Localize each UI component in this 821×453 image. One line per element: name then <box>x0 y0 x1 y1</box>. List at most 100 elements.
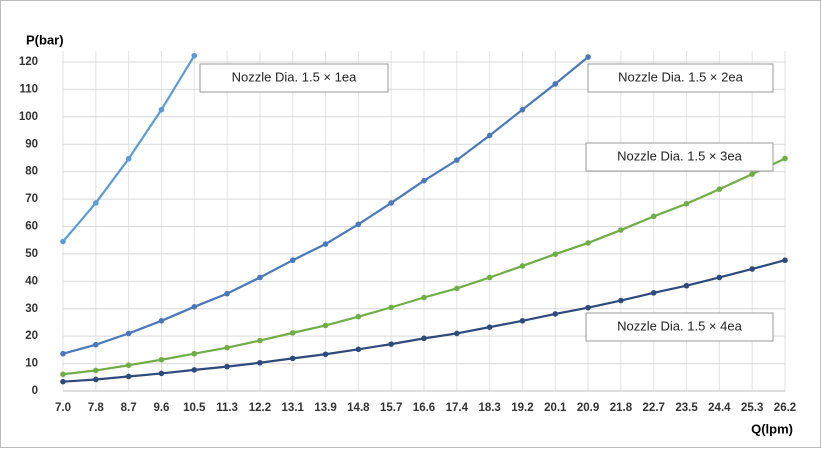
data-point <box>257 337 263 344</box>
data-point <box>355 313 362 320</box>
data-point <box>749 171 755 177</box>
legend-box <box>587 63 774 93</box>
data-point <box>60 238 66 245</box>
data-point <box>289 355 296 362</box>
data-point <box>388 200 394 206</box>
y-tick-label: 50 <box>25 248 38 260</box>
data-point <box>158 370 165 377</box>
x-tick-label: 8.7 <box>121 402 137 414</box>
x-tick-label: 14.8 <box>347 402 370 414</box>
data-point <box>60 350 66 357</box>
data-point <box>519 106 526 113</box>
y-tick-label: 20 <box>25 330 38 342</box>
y-tick-label: 40 <box>25 275 38 287</box>
data-point <box>421 177 427 184</box>
data-point <box>158 356 165 363</box>
data-point <box>224 290 230 297</box>
x-tick-label: 16.6 <box>413 402 435 414</box>
y-axis-title: P(bar) <box>26 32 64 47</box>
data-point <box>552 251 559 257</box>
x-tick-label: 10.5 <box>183 402 206 414</box>
data-point <box>158 106 165 113</box>
data-point <box>93 376 99 383</box>
data-point <box>322 322 329 329</box>
data-point <box>782 257 788 264</box>
data-point <box>125 155 132 162</box>
x-tick-label: 18.3 <box>478 402 500 414</box>
data-point <box>158 318 165 324</box>
data-point <box>322 241 329 247</box>
data-point <box>454 157 460 163</box>
x-tick-label: 13.9 <box>314 402 336 414</box>
legend-box <box>585 312 774 342</box>
y-tick-label: 110 <box>19 83 38 95</box>
y-tick-label: 60 <box>25 221 38 233</box>
data-point <box>191 350 198 357</box>
data-point <box>486 324 493 330</box>
y-tick-label: 90 <box>25 138 38 150</box>
x-tick-label: 22.7 <box>643 402 665 414</box>
y-tick-label: 80 <box>25 166 38 178</box>
data-point <box>224 363 230 370</box>
data-point <box>683 282 690 289</box>
y-tick-label: 10 <box>25 358 38 370</box>
legend-box <box>585 142 774 172</box>
data-point <box>421 335 427 342</box>
data-point <box>125 330 132 337</box>
data-point <box>454 330 460 337</box>
x-tick-label: 21.8 <box>610 402 633 414</box>
data-point <box>421 294 427 301</box>
x-tick-label: 20.9 <box>577 402 599 414</box>
data-point <box>257 274 263 281</box>
data-point <box>749 266 755 272</box>
x-tick-label: 24.4 <box>708 402 731 414</box>
data-point <box>125 373 132 380</box>
data-point <box>716 274 723 281</box>
legend-label: Nozzle Dia. 1.5 × 2ea <box>618 69 743 84</box>
x-axis-title: Q(lpm) <box>751 421 793 436</box>
data-point <box>93 341 99 348</box>
x-tick-label: 23.5 <box>675 402 698 414</box>
x-tick-label: 11.3 <box>216 402 238 414</box>
x-tick-label: 25.3 <box>741 402 763 414</box>
data-point <box>60 371 66 378</box>
data-point <box>618 297 624 304</box>
y-tick-label: 120 <box>19 56 38 68</box>
data-point <box>585 240 591 246</box>
data-point <box>519 318 526 324</box>
data-point <box>191 52 198 59</box>
x-tick-label: 19.2 <box>511 402 533 414</box>
legend-label: Nozzle Dia. 1.5 × 3ea <box>617 148 742 163</box>
data-point <box>191 304 198 310</box>
x-tick-label: 12.2 <box>249 402 271 414</box>
x-tick-label: 9.6 <box>153 402 169 414</box>
data-point <box>289 257 296 264</box>
data-point <box>191 367 198 373</box>
data-point <box>782 155 788 162</box>
x-tick-label: 7.8 <box>88 402 105 414</box>
x-tick-label: 15.7 <box>380 402 402 414</box>
data-point <box>683 200 690 207</box>
data-point <box>585 304 591 311</box>
data-point <box>618 227 624 233</box>
x-tick-label: 7.0 <box>55 402 71 414</box>
data-point <box>322 351 329 358</box>
data-point <box>388 341 394 347</box>
legend-label: Nozzle Dia. 1.5 × 4ea <box>617 318 742 333</box>
y-tick-label: 0 <box>32 385 38 397</box>
legend-label: Nozzle Dia. 1.5 × 1ea <box>232 69 357 84</box>
data-point <box>289 330 296 336</box>
data-point <box>650 213 657 220</box>
data-point <box>486 274 493 281</box>
data-point <box>60 378 66 385</box>
y-tick-label: 70 <box>25 193 38 205</box>
legend-box <box>199 63 389 93</box>
data-point <box>716 186 723 192</box>
data-point <box>486 132 493 139</box>
x-tick-label: 17.4 <box>446 402 469 414</box>
data-point <box>650 290 657 296</box>
data-point <box>519 263 526 269</box>
data-point <box>93 200 99 206</box>
data-point <box>454 285 460 292</box>
